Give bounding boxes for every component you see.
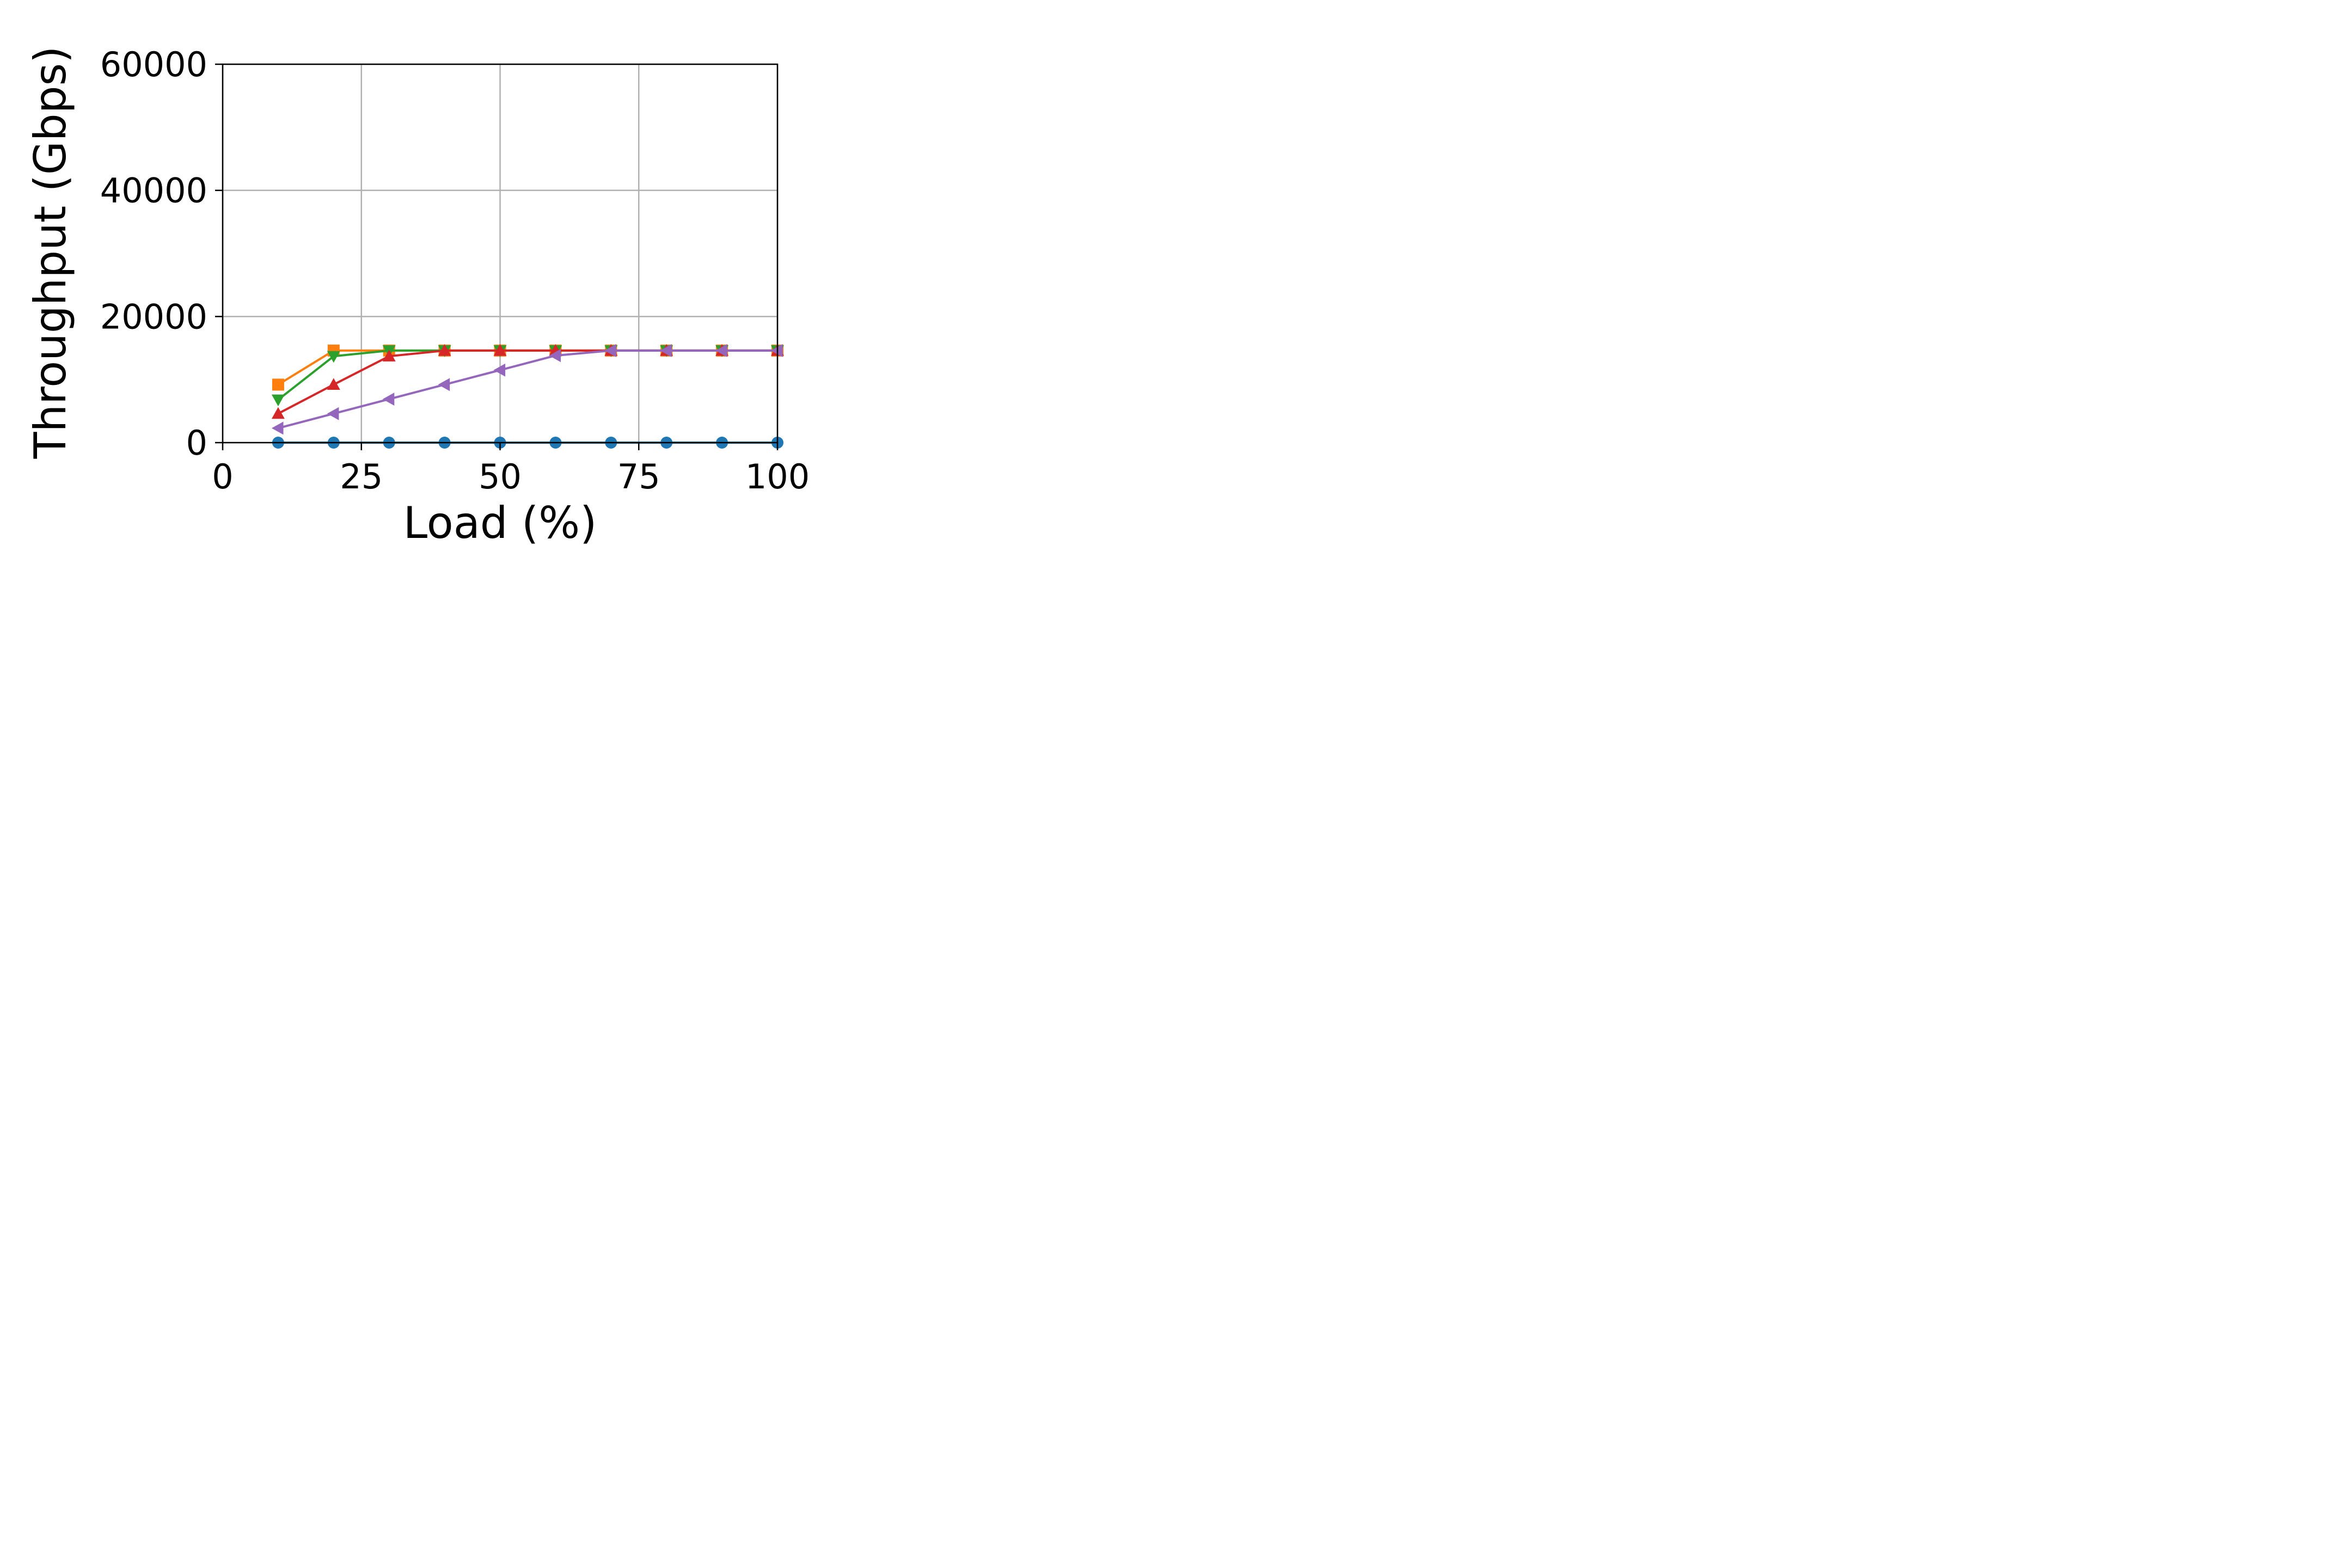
series-4-point — [438, 378, 450, 391]
x-tick-label: 100 — [745, 457, 810, 497]
y-axis-title: Throughput (Gbps) — [25, 46, 76, 460]
series-3-point — [438, 344, 451, 356]
series-3-point — [493, 344, 507, 356]
series-4-point — [715, 344, 727, 357]
y-tick-label: 40000 — [100, 171, 207, 211]
y-tick-label: 20000 — [100, 297, 207, 336]
x-tick-label: 75 — [617, 457, 660, 497]
x-axis-title: Load (%) — [403, 498, 597, 548]
series-4-point — [660, 344, 672, 357]
series-2-point — [327, 351, 340, 363]
series-2-point — [271, 394, 285, 407]
series-4 — [271, 344, 783, 435]
series-4-point — [604, 344, 616, 357]
chart-background — [0, 0, 842, 569]
series-4-point — [327, 407, 339, 420]
x-tick-label: 0 — [212, 457, 233, 497]
x-tick-label: 50 — [479, 457, 522, 497]
x-axis-ticks: 0 25 50 75 100 — [212, 443, 810, 497]
series-4-point — [382, 393, 395, 406]
series-3-point — [271, 407, 285, 419]
series-group — [271, 344, 784, 449]
series-3-point — [327, 378, 340, 390]
y-axis-ticks: 0 20000 40000 60000 — [100, 45, 223, 463]
series-3-point — [382, 350, 396, 362]
series-4-point — [493, 363, 506, 377]
series-4-point — [271, 421, 284, 435]
y-tick-label: 0 — [186, 423, 207, 463]
series-4-point — [549, 349, 561, 363]
y-tick-label: 60000 — [100, 45, 207, 84]
x-tick-label: 25 — [340, 457, 383, 497]
series-1-point — [272, 378, 284, 391]
throughput-chart: 0 25 50 75 100 0 20000 40000 60000 Load (%) Thr… — [0, 0, 842, 569]
series-4-line — [278, 349, 777, 430]
